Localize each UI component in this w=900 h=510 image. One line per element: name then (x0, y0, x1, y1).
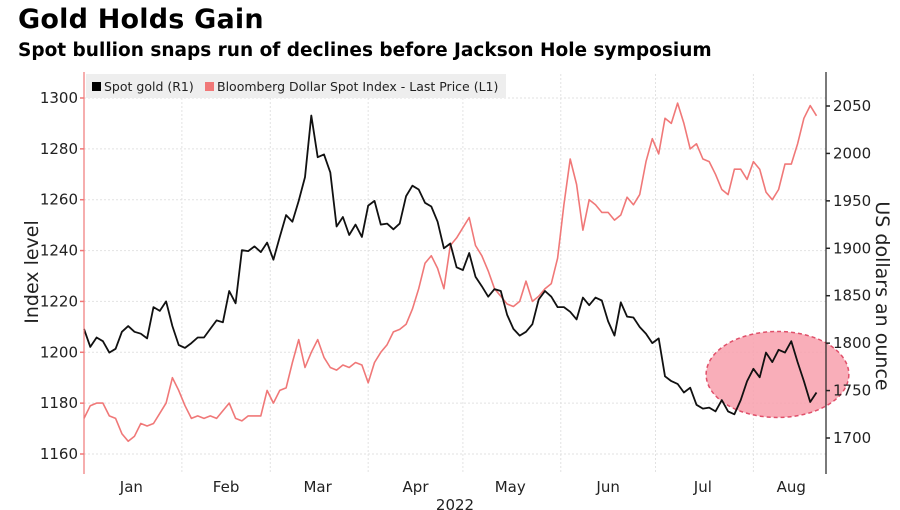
y-right-tick-label: 1800 (833, 334, 871, 352)
x-tick-label: Jul (693, 478, 712, 496)
y-right-tick-label: 1950 (833, 192, 871, 210)
chart-title: Gold Holds Gain (18, 4, 264, 35)
series-line-dollar-index (83, 102, 818, 443)
x-tick-label: Jan (119, 478, 143, 496)
legend-swatch-dollar (205, 82, 214, 91)
y-left-tick-label: 1260 (40, 191, 78, 209)
x-tick-label: Feb (213, 478, 240, 496)
series-line-gold (83, 114, 818, 416)
y-left-tick-label: 1200 (40, 343, 78, 361)
x-tick-label: Apr (403, 478, 430, 496)
y-left-tick-label: 1300 (40, 89, 78, 107)
y-right-tick-label: 2050 (833, 97, 871, 115)
legend-background (86, 74, 506, 98)
y-left-tick-label: 1180 (40, 394, 78, 412)
y-left-tick-label: 1240 (40, 242, 78, 260)
highlight-ellipse (705, 330, 850, 419)
x-axis-label: 2022 (436, 496, 474, 510)
grid (84, 74, 826, 474)
legend-swatch-gold (92, 82, 101, 91)
legend-label-dollar: Bloomberg Dollar Spot Index - Last Price… (217, 79, 498, 94)
y-right-tick-label: 2000 (833, 144, 871, 162)
y-left-tick-label: 1160 (40, 445, 78, 463)
y-axis-left-label: Index level (21, 220, 43, 324)
x-tick-label: Jun (595, 478, 619, 496)
y-right-tick-label: 1750 (833, 382, 871, 400)
y-left-tick-label: 1280 (40, 140, 78, 158)
y-right-tick-label: 1850 (833, 287, 871, 305)
x-tick-label: Mar (303, 478, 332, 496)
legend-label-gold: Spot gold (R1) (104, 79, 194, 94)
x-tick-label: Aug (777, 478, 806, 496)
y-left-tick-label: 1220 (40, 292, 78, 310)
x-tick-label: May (495, 478, 526, 496)
chart-subtitle: Spot bullion snaps run of declines befor… (18, 40, 712, 61)
y-right-tick-label: 1700 (833, 429, 871, 447)
y-axis-right-label: US dollars an ounce (871, 201, 893, 390)
y-right-tick-label: 1900 (833, 239, 871, 257)
